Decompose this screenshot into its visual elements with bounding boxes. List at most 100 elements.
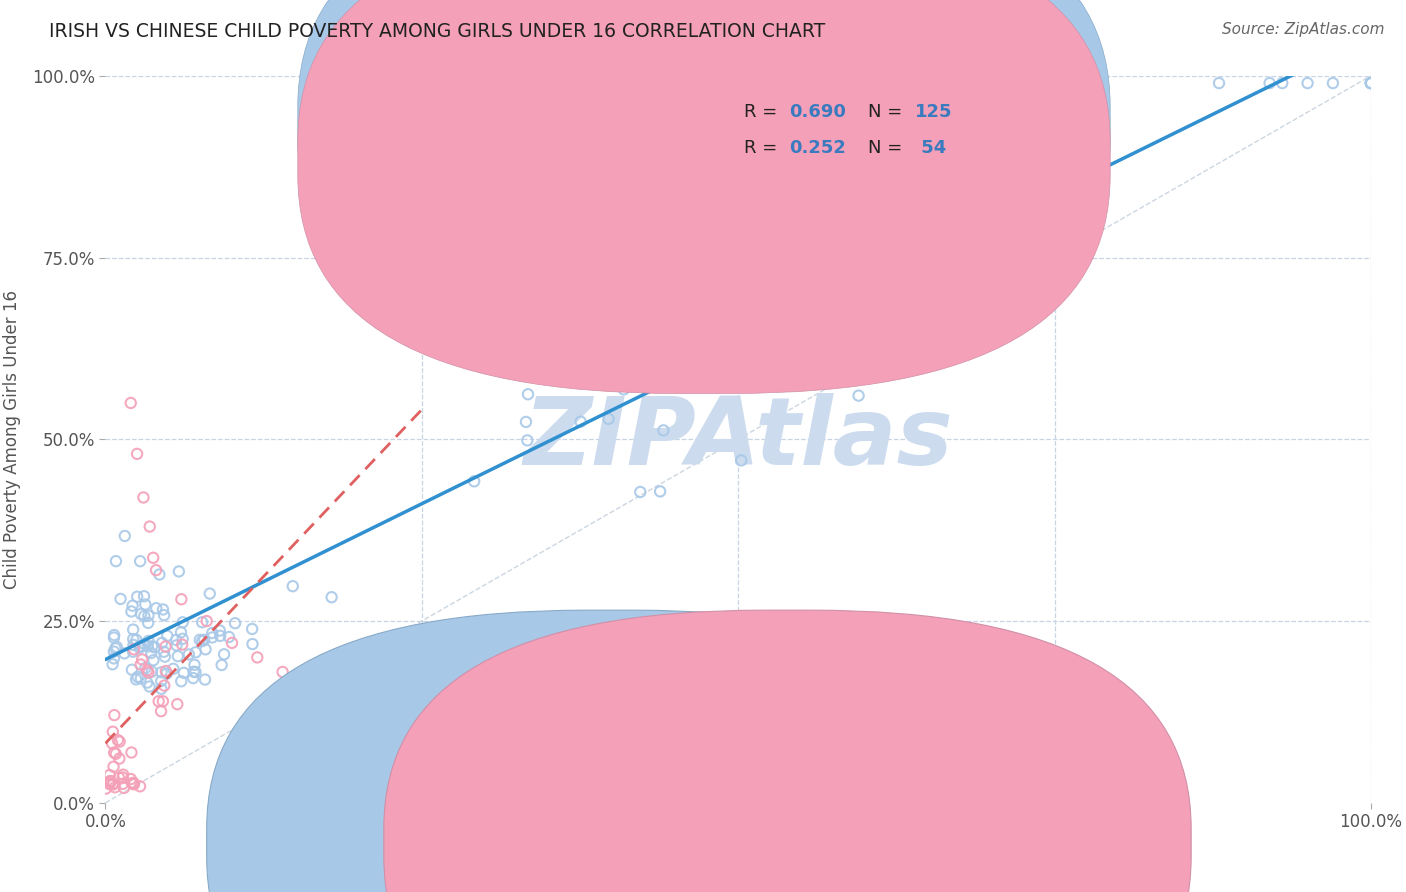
Point [191, 634, 214, 648]
Point [162, 662, 184, 676]
Point [212, 648, 235, 662]
Point [127, 590, 149, 604]
Point [501, 325, 523, 339]
Text: R =: R = [745, 103, 783, 120]
FancyBboxPatch shape [662, 90, 1042, 181]
Point [150, 681, 173, 696]
Point [101, 724, 124, 739]
Point [94, 781, 117, 796]
Point [1360, 76, 1382, 90]
Point [440, 347, 463, 361]
Point [138, 665, 160, 680]
Point [98, 774, 121, 789]
Point [129, 554, 152, 568]
Point [108, 751, 131, 765]
Point [103, 644, 125, 658]
Point [598, 412, 620, 426]
Point [1271, 76, 1294, 90]
FancyBboxPatch shape [384, 610, 1191, 892]
Point [569, 415, 592, 429]
Point [131, 652, 153, 666]
Point [170, 592, 193, 607]
Point [172, 638, 194, 652]
Point [127, 447, 149, 461]
Point [136, 615, 159, 630]
Text: 125: 125 [915, 103, 953, 120]
Point [208, 624, 231, 638]
Point [112, 780, 135, 795]
Point [120, 772, 142, 786]
Point [98, 776, 121, 790]
Point [103, 651, 125, 665]
Point [134, 609, 156, 624]
Point [172, 632, 194, 646]
Point [517, 387, 540, 401]
Point [98, 777, 121, 791]
Point [281, 579, 304, 593]
Point [211, 658, 233, 673]
Point [177, 648, 200, 662]
Point [172, 615, 194, 630]
Point [120, 746, 142, 760]
Point [138, 680, 160, 694]
Point [153, 608, 176, 623]
Point [155, 664, 177, 678]
Point [198, 586, 221, 600]
Point [127, 670, 149, 684]
Text: 0.252: 0.252 [789, 139, 845, 157]
Point [141, 665, 163, 679]
Point [150, 665, 173, 680]
Point [122, 642, 145, 657]
Point [122, 776, 145, 790]
Point [188, 632, 211, 647]
Point [141, 646, 163, 660]
Text: R =: R = [745, 139, 783, 157]
Point [129, 672, 152, 686]
Point [141, 640, 163, 654]
Point [515, 415, 537, 429]
Point [112, 646, 135, 660]
Point [129, 657, 152, 672]
Point [152, 694, 174, 708]
Point [246, 650, 269, 665]
Point [122, 645, 145, 659]
Point [224, 616, 246, 631]
Point [155, 640, 177, 654]
Point [1258, 76, 1281, 90]
Point [120, 604, 142, 618]
Text: IRISH VS CHINESE CHILD POVERTY AMONG GIRLS UNDER 16 CORRELATION CHART: IRISH VS CHINESE CHILD POVERTY AMONG GIR… [49, 22, 825, 41]
Point [107, 733, 129, 747]
Point [103, 746, 125, 760]
Point [122, 777, 145, 791]
Text: Irish: Irish [647, 838, 686, 855]
FancyBboxPatch shape [298, 0, 1111, 359]
Point [1322, 76, 1344, 90]
Point [184, 665, 207, 679]
Point [129, 639, 152, 653]
Point [917, 287, 939, 301]
Point [201, 626, 224, 640]
Point [1360, 76, 1382, 90]
Point [104, 554, 127, 568]
Point [184, 645, 207, 659]
Point [100, 774, 122, 789]
Point [142, 550, 165, 565]
Point [121, 599, 143, 613]
Point [242, 637, 264, 651]
Point [100, 774, 122, 789]
Point [111, 777, 134, 791]
Point [505, 365, 527, 379]
Point [271, 665, 294, 679]
Text: Source: ZipAtlas.com: Source: ZipAtlas.com [1222, 22, 1385, 37]
Point [104, 780, 127, 795]
Point [752, 301, 775, 316]
Point [166, 649, 188, 664]
Point [166, 697, 188, 711]
Point [463, 475, 485, 489]
Point [173, 665, 195, 680]
Point [101, 777, 124, 791]
Point [103, 760, 125, 774]
Point [122, 623, 145, 637]
Point [626, 200, 648, 214]
Point [170, 625, 193, 640]
